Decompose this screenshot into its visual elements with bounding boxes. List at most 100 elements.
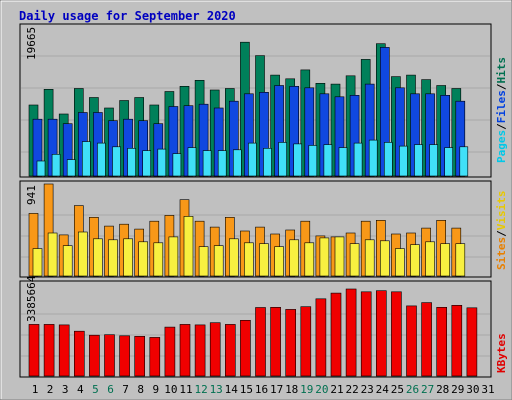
bars	[28, 41, 478, 377]
hits-bar-pages-day-8	[142, 150, 151, 177]
x-tick-label-4: 4	[77, 383, 84, 396]
hits-bar-pages-day-20	[323, 144, 333, 177]
x-tick-label-15: 15	[240, 383, 253, 396]
kbytes-bar-kbytes-day-25	[391, 291, 402, 377]
kbytes-bar-kbytes-day-28	[436, 306, 448, 377]
kbytes-bar-kbytes-day-20	[315, 298, 327, 377]
kbytes-bar-kbytes-day-11	[179, 324, 191, 377]
legend-entry-visits: Visits	[495, 191, 508, 231]
visits-bar-sites-day-26	[410, 244, 420, 277]
legend-entry-files: Files	[495, 90, 508, 123]
kbytes-bar-kbytes-day-15	[240, 319, 251, 377]
kbytes-bar-kbytes-day-22	[345, 288, 357, 377]
visits-bar-sites-day-20	[319, 237, 330, 277]
x-tick-label-21: 21	[330, 383, 343, 396]
legend-separator: /	[495, 123, 508, 130]
visits-bar-sites-day-3	[62, 245, 73, 277]
hits-bar-pages-day-4	[82, 141, 91, 177]
visits-bar-sites-day-25	[395, 248, 405, 277]
kbytes-bar-kbytes-day-30	[466, 307, 478, 377]
kbytes-bar-kbytes-day-14	[225, 324, 236, 377]
hits-bar-pages-day-24	[383, 142, 393, 177]
visits-max-label: 941	[25, 185, 38, 205]
hits-bar-pages-day-29	[459, 146, 469, 177]
kbytes-bar-kbytes-day-21	[330, 292, 342, 377]
hits-max-label: 19665	[25, 27, 38, 60]
kbytes-bar-kbytes-day-6	[104, 334, 115, 377]
legend-entry-pages: Pages	[495, 130, 508, 163]
hits-bar-pages-day-14	[233, 149, 242, 177]
x-tick-label-8: 8	[137, 383, 144, 396]
kbytes-bar-kbytes-day-9	[149, 337, 161, 377]
kbytes-bar-kbytes-day-7	[119, 335, 130, 377]
visits-bar-sites-day-8	[138, 241, 148, 277]
x-tick-label-20: 20	[315, 383, 328, 396]
kbytes-bar-kbytes-day-29	[451, 304, 463, 377]
visits-bar-sites-day-6	[108, 239, 118, 277]
kbytes-bar-kbytes-day-16	[255, 307, 266, 377]
hits-bar-pages-day-7	[127, 148, 136, 177]
kbytes-bar-kbytes-day-10	[164, 326, 176, 377]
visits-bar-sites-day-18	[289, 239, 300, 277]
legend-entry-hits: Hits	[495, 57, 508, 84]
visits-bar-sites-day-10	[168, 236, 179, 277]
x-tick-label-27: 27	[421, 383, 434, 396]
visits-bar-sites-day-19	[304, 242, 315, 277]
hits-bar-pages-day-3	[66, 159, 76, 177]
visits-bar-sites-day-23	[364, 239, 375, 277]
kbytes-bar-kbytes-day-12	[194, 324, 206, 377]
hits-bar-pages-day-12	[202, 150, 212, 177]
visits-bar-sites-day-5	[93, 238, 103, 277]
legend-separator: /	[495, 83, 508, 90]
x-tick-label-6: 6	[107, 383, 114, 396]
visits-bar-sites-day-21	[334, 236, 345, 277]
kbytes-bar-kbytes-day-17	[270, 306, 281, 377]
legend-separator: /	[495, 230, 508, 237]
visits-bar-sites-day-17	[274, 246, 284, 277]
kbytes-bar-kbytes-day-4	[74, 330, 85, 377]
hits-bar-pages-day-2	[51, 154, 61, 177]
x-tick-label-9: 9	[152, 383, 159, 396]
hits-bar-pages-day-25	[399, 145, 408, 177]
x-tick-label-7: 7	[122, 383, 129, 396]
visits-bar-sites-day-11	[183, 216, 194, 277]
x-tick-label-31: 31	[481, 383, 494, 396]
x-tick-label-30: 30	[466, 383, 479, 396]
hits-bar-pages-day-19	[308, 145, 318, 177]
kbytes-bar-kbytes-day-23	[360, 291, 372, 377]
hits-bar-pages-day-22	[353, 142, 363, 177]
visits-bar-sites-day-29	[455, 243, 466, 277]
x-tick-label-24: 24	[376, 383, 390, 396]
x-axis-labels: 1 2 3 4 5 6 7 8 9 10 11 12 13 14 15 16 17 18 19 20 21 22 23 24 2…	[32, 383, 495, 396]
visits-bar-sites-day-14	[229, 238, 239, 277]
x-tick-label-26: 26	[406, 383, 419, 396]
visits-bar-sites-day-27	[425, 241, 435, 277]
hits-bar-pages-day-21	[338, 147, 348, 177]
x-tick-label-28: 28	[436, 383, 449, 396]
x-tick-label-12: 12	[194, 383, 207, 396]
kbytes-bar-kbytes-day-18	[285, 309, 297, 377]
hits-bar-pages-day-28	[444, 147, 454, 177]
visits-bar-sites-day-28	[440, 243, 451, 277]
x-tick-label-23: 23	[361, 383, 374, 396]
kbytes-bar-kbytes-day-8	[134, 335, 145, 377]
x-tick-label-11: 11	[179, 383, 192, 396]
visits-bar-sites-day-13	[213, 245, 224, 277]
x-tick-label-14: 14	[225, 383, 239, 396]
hits-bar-pages-day-1	[36, 160, 46, 177]
kbytes-legend: KBytes	[495, 333, 508, 373]
visits-bar-sites-day-9	[153, 242, 164, 277]
visits-legend: Sites/Visits	[495, 191, 508, 271]
x-tick-label-1: 1	[32, 383, 39, 396]
visits-bar-sites-day-12	[198, 246, 209, 277]
visits-bar-sites-day-15	[244, 242, 254, 277]
hits-bar-pages-day-16	[263, 148, 272, 177]
hits-bar-pages-day-10	[172, 153, 182, 177]
hits-bar-pages-day-9	[157, 148, 167, 177]
hits-bar-pages-day-27	[429, 144, 438, 177]
visits-bar-sites-day-4	[78, 231, 88, 277]
visits-bar-sites-day-7	[123, 238, 133, 277]
x-tick-label-16: 16	[255, 383, 268, 396]
kbytes-bar-kbytes-day-3	[58, 324, 70, 377]
